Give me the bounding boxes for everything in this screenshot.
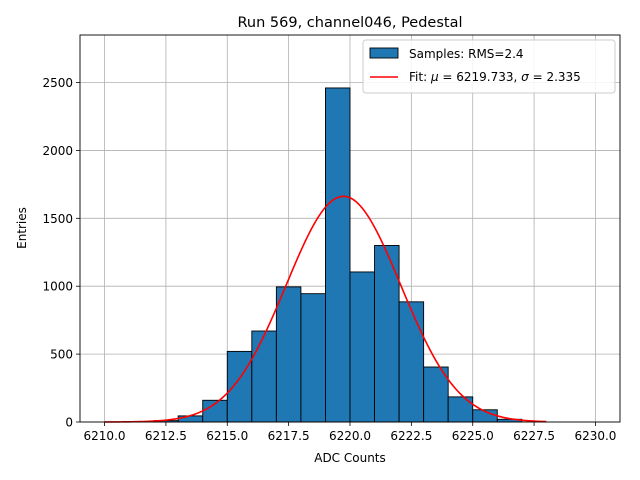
x-tick-label: 6210.0 xyxy=(84,429,126,443)
y-tick-label: 500 xyxy=(50,348,73,362)
x-ticks: 6210.0 6212.5 6215.0 6217.5 6220.0 6222.5 6225… xyxy=(84,422,616,443)
histogram-bar xyxy=(325,87,351,423)
x-tick-label: 6212.5 xyxy=(145,429,187,443)
y-tick-label: 2500 xyxy=(42,76,73,90)
histogram-bar xyxy=(177,415,204,423)
x-axis-label: ADC Counts xyxy=(314,451,386,465)
legend-samples-swatch xyxy=(369,47,399,59)
histogram-bars xyxy=(153,87,523,423)
histogram-bar xyxy=(275,286,302,423)
y-tick-label: 0 xyxy=(65,416,73,430)
x-tick-label: 6222.5 xyxy=(390,429,432,443)
histogram-bar xyxy=(300,293,326,423)
legend-fit-label: Fit: μ = 6219.733, σ = 2.335 xyxy=(409,70,581,84)
legend-fit-mu-value: = 6219.733, xyxy=(439,70,522,84)
y-tick-label: 1000 xyxy=(42,280,73,294)
histogram-bar xyxy=(226,350,253,423)
y-tick-label: 2000 xyxy=(42,144,73,158)
legend: Samples: RMS=2.4 Fit: μ = 6219.733, σ = … xyxy=(362,39,616,94)
legend-fit-mu-symbol: μ xyxy=(430,70,439,84)
x-tick-label: 6217.5 xyxy=(268,429,310,443)
legend-fit-sigma-value: = 2.335 xyxy=(529,70,581,84)
chart-title: Run 569, channel046, Pedestal xyxy=(237,15,462,31)
y-tick-label: 1500 xyxy=(42,212,73,226)
legend-fit-prefix: Fit: xyxy=(409,70,431,84)
y-axis-label: Entries xyxy=(15,207,29,249)
legend-fit-sigma-symbol: σ xyxy=(521,70,529,84)
histogram-bar xyxy=(398,301,425,423)
y-ticks: 0 500 1000 1500 2000 2500 xyxy=(42,76,80,430)
x-tick-label: 6225.0 xyxy=(452,429,494,443)
histogram-bar xyxy=(423,366,449,423)
gaussian-fit-curve xyxy=(104,195,547,423)
histogram-bar xyxy=(349,271,375,423)
x-tick-label: 6227.5 xyxy=(513,429,555,443)
x-tick-label: 6230.0 xyxy=(574,429,616,443)
x-tick-label: 6215.0 xyxy=(206,429,248,443)
legend-box xyxy=(362,39,616,94)
histogram-bar xyxy=(251,330,277,423)
x-tick-label: 6220.0 xyxy=(329,429,371,443)
legend-samples-label: Samples: RMS=2.4 xyxy=(409,47,524,61)
